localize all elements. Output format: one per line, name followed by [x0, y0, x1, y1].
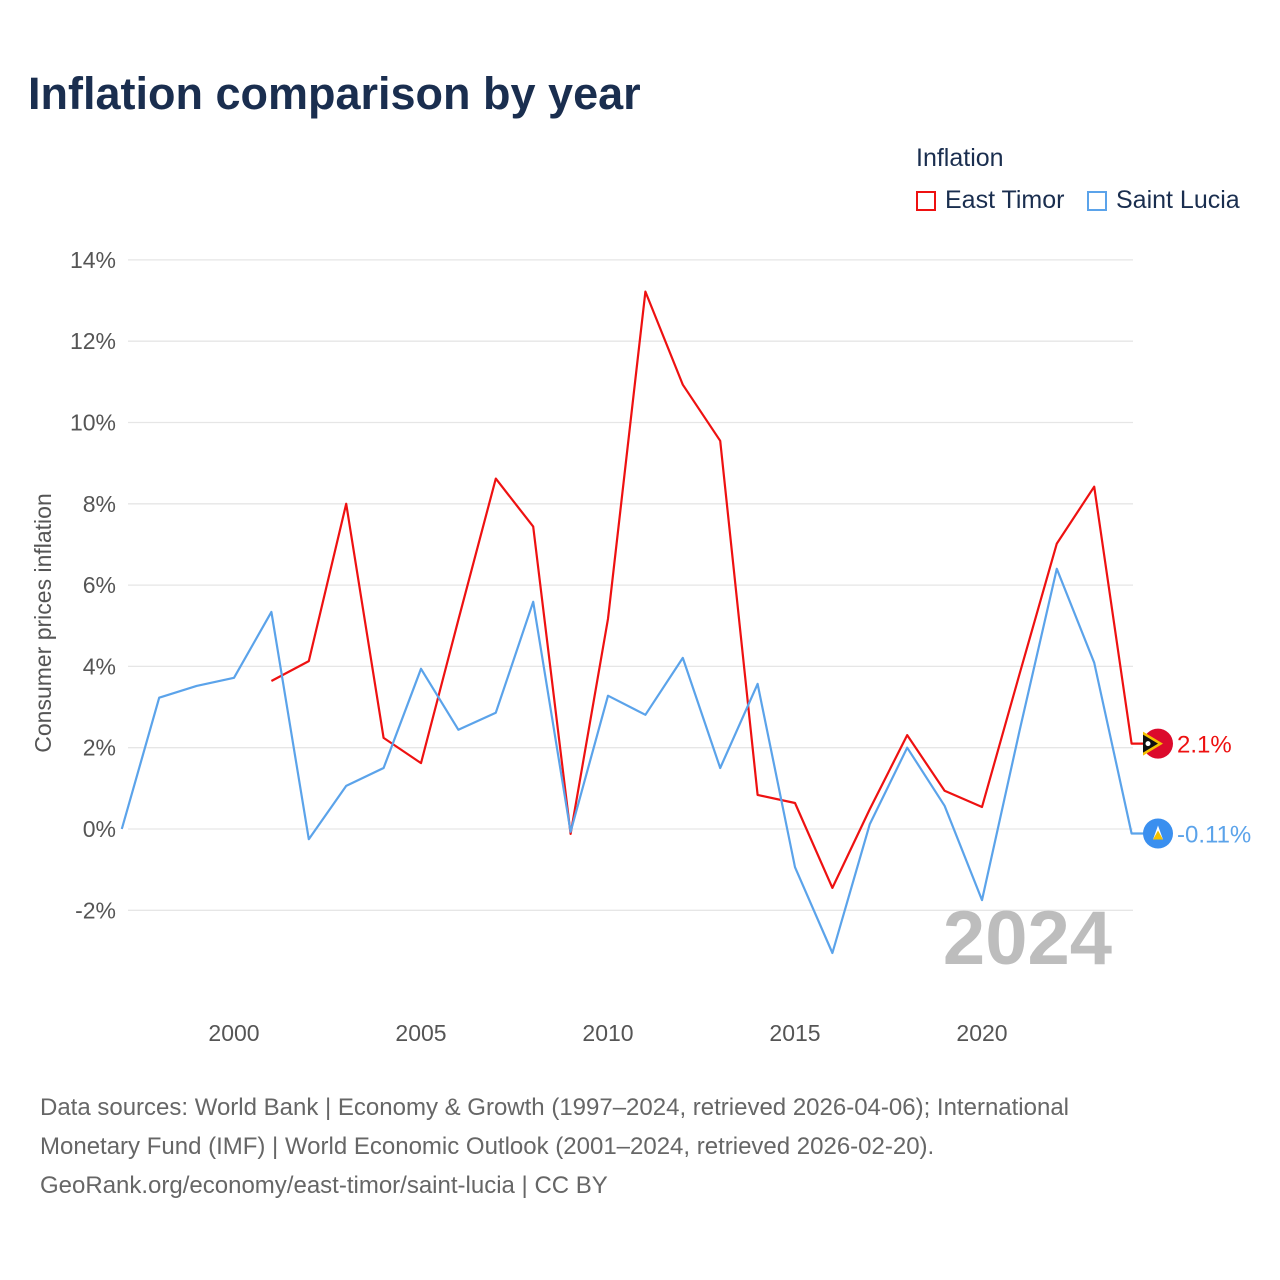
y-tick-label: -2% [75, 897, 116, 923]
x-tick-label: 2020 [956, 1020, 1007, 1046]
series-line-saint-lucia [120, 567, 1150, 955]
y-tick-label: 6% [83, 572, 116, 598]
x-tick-label: 2015 [769, 1020, 820, 1046]
legend-label: Saint Lucia [1116, 186, 1240, 214]
y-axis-label: Consumer prices inflation [30, 493, 56, 753]
x-tick-label: 2005 [395, 1020, 446, 1046]
chart-title: Inflation comparison by year [28, 68, 641, 119]
y-tick-label: 12% [70, 328, 116, 354]
line-chart: -2% 0% 2% 4% 6% 8% 10% 12% 14% 2000 2005 2010 2015 20… [30, 247, 1251, 1046]
legend-swatch-east-timor [916, 190, 936, 211]
end-value-label: 2.1% [1177, 732, 1232, 759]
source-note: Data sources: World Bank | Economy & Gro… [40, 1088, 1240, 1205]
y-tick-label: 8% [83, 491, 116, 517]
legend-swatch-saint-lucia [1087, 190, 1107, 211]
y-tick-label: 4% [83, 653, 116, 679]
source-line: GeoRank.org/economy/east-timor/saint-luc… [40, 1172, 608, 1199]
source-line: Data sources: World Bank | Economy & Gro… [40, 1094, 1070, 1121]
year-watermark: 2024 [943, 896, 1112, 981]
flag-star [1145, 741, 1151, 747]
y-tick-label: 0% [83, 816, 116, 842]
legend-label: East Timor [945, 186, 1065, 214]
legend-item-east-timor[interactable]: East Timor [916, 186, 1064, 215]
y-tick-label: 14% [70, 247, 116, 273]
legend-title: Inflation [916, 144, 1004, 172]
y-tick-label: 10% [70, 410, 116, 436]
x-tick-label: 2000 [208, 1020, 259, 1046]
end-value-label: -0.11% [1177, 821, 1251, 848]
flag-triangle [1153, 830, 1163, 840]
y-tick-label: 2% [83, 735, 116, 761]
source-line: Monetary Fund (IMF) | World Economic Out… [40, 1133, 935, 1160]
legend-item-saint-lucia[interactable]: Saint Lucia [1087, 186, 1240, 215]
x-tick-label: 2010 [582, 1020, 633, 1046]
series-line-east-timor [270, 290, 1150, 889]
